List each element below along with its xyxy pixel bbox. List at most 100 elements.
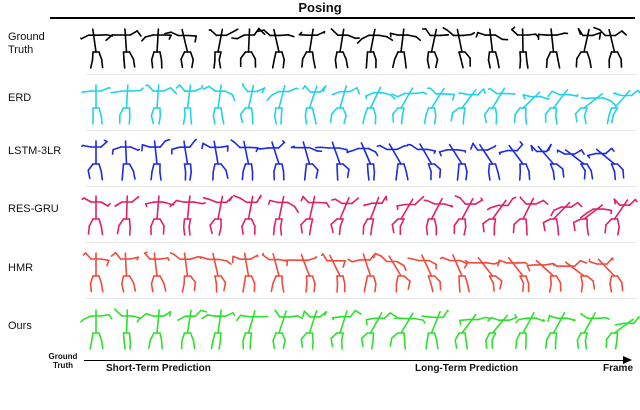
stick-figure	[575, 28, 602, 69]
stick-figure	[362, 86, 396, 125]
row-figures-lstm-3lr	[81, 138, 625, 181]
stick-figure	[407, 143, 442, 181]
stick-figure	[483, 87, 516, 125]
row-label-lstm-3lr: LSTM-3LR	[8, 145, 62, 157]
stick-figure	[423, 87, 456, 125]
stick-figure	[144, 195, 175, 236]
row-figures-res-gru	[81, 194, 638, 236]
stick-figure	[604, 198, 638, 236]
stick-figure	[513, 91, 550, 125]
stick-figure	[257, 140, 286, 181]
stick-figure	[272, 309, 304, 350]
stick-figure	[605, 316, 640, 350]
stick-figure	[239, 82, 266, 125]
row-separator	[86, 74, 636, 75]
stick-figure	[257, 28, 295, 69]
stick-figure	[231, 252, 259, 293]
stick-figure	[593, 26, 628, 69]
row-label-res-gru: RES-GRU	[8, 203, 59, 215]
stick-figure	[496, 257, 530, 293]
stick-figure	[542, 201, 583, 236]
stick-figure	[262, 252, 288, 293]
stick-figure	[145, 84, 178, 125]
stick-figure	[81, 195, 112, 236]
stick-figure	[453, 195, 484, 236]
stick-figure	[389, 28, 422, 69]
stick-figure	[230, 139, 259, 181]
stick-figure	[553, 259, 596, 293]
stick-figure	[450, 88, 486, 125]
stick-figure	[110, 84, 144, 125]
stick-figure	[266, 84, 299, 125]
stick-figure	[572, 204, 613, 236]
stick-figure	[177, 309, 208, 350]
stick-figure	[81, 84, 111, 125]
stick-figure	[576, 312, 610, 350]
stick-figure	[512, 196, 549, 236]
stick-figure	[139, 309, 172, 350]
stick-figure	[330, 197, 359, 236]
stick-figure	[231, 27, 266, 68]
row-separator	[86, 298, 636, 299]
stick-figure	[141, 28, 172, 69]
row-label-hmr: HMR	[8, 262, 34, 274]
stick-figure	[362, 195, 388, 236]
stick-figure	[300, 310, 327, 350]
stick-figure	[442, 27, 476, 69]
stick-figure	[171, 138, 197, 181]
row-figures-hmr	[82, 251, 624, 293]
stick-figure	[199, 252, 232, 293]
axis-ground-truth-label: Ground Truth	[48, 352, 78, 370]
stick-figure	[454, 313, 492, 350]
stick-figure	[544, 88, 579, 125]
stick-figure	[510, 26, 539, 69]
stick-figure	[498, 141, 531, 181]
short-term-label: Short-Term Prediction	[106, 363, 211, 374]
stick-figure	[606, 89, 640, 125]
stick-figure	[141, 138, 171, 181]
stick-figure	[81, 139, 108, 181]
stick-figure	[201, 309, 236, 350]
stick-figure	[314, 141, 350, 181]
frame-axis-line	[84, 360, 624, 361]
stick-figure	[330, 309, 362, 350]
row-label-ours: Ours	[8, 320, 32, 332]
stick-figure	[526, 259, 562, 293]
stick-figure	[143, 251, 170, 293]
stick-figure	[374, 252, 411, 293]
stick-figure	[300, 195, 330, 236]
stick-figure	[544, 312, 576, 350]
stick-figure	[574, 93, 617, 125]
figure-title: Posing	[298, 0, 342, 15]
row-separator	[86, 186, 636, 187]
stick-figure	[346, 142, 379, 181]
stick-figure	[80, 309, 113, 350]
stick-figure	[464, 257, 503, 292]
stick-figure	[421, 309, 449, 350]
stick-figure	[329, 85, 361, 125]
stick-figure	[202, 84, 236, 125]
stick-figure	[588, 257, 624, 293]
stick-figure	[80, 28, 114, 69]
stick-figure	[485, 314, 518, 350]
stick-figure	[391, 87, 428, 125]
stick-figure	[202, 195, 233, 236]
stick-figure	[110, 251, 140, 293]
long-term-label: Long-Term Prediction	[415, 363, 519, 374]
stick-figure	[208, 28, 239, 69]
stick-figure	[164, 28, 197, 69]
stick-figure	[469, 142, 501, 181]
row-figures-erd	[81, 82, 640, 125]
stick-figure	[586, 147, 625, 181]
stick-figure	[439, 254, 470, 293]
stick-figure	[298, 28, 326, 69]
stick-figure	[360, 312, 398, 350]
stick-figure	[113, 308, 141, 350]
stick-figure	[391, 195, 425, 236]
stick-figure	[421, 28, 450, 69]
row-label-erd: ERD	[8, 92, 32, 104]
stick-figure	[515, 312, 545, 350]
stick-figure	[475, 28, 509, 69]
stick-figure	[556, 149, 594, 180]
stick-figure	[201, 140, 229, 181]
